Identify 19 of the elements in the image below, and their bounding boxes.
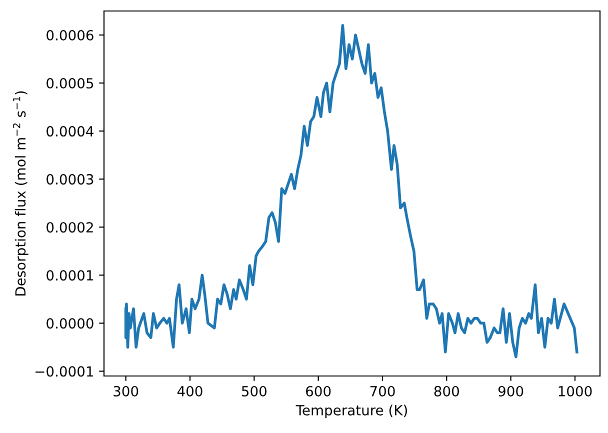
- y-tick-label: 0.0006: [46, 30, 94, 40]
- x-tick-label: 1000: [558, 386, 592, 396]
- y-tick-label: 0.0005: [46, 78, 94, 89]
- x-axis-title: Temperature (K): [296, 404, 407, 418]
- y-tick-label: 0.0000: [46, 318, 94, 329]
- x-tick-label: 400: [177, 386, 202, 396]
- y-axis-title: Desorption flux (mol m$^{−2}$ s$^{−1}$): [12, 91, 28, 296]
- x-tick-label: 600: [306, 386, 331, 396]
- y-tick-label: 0.0004: [46, 126, 94, 137]
- y-tick-label: 0.0001: [46, 270, 93, 281]
- x-tick-label: 300: [114, 386, 138, 396]
- x-tick-label: 900: [498, 386, 524, 396]
- x-tick-label: 700: [370, 386, 395, 396]
- x-tick-label: 500: [242, 386, 266, 396]
- y-tick-label: 0.0003: [46, 174, 94, 185]
- y-tick-label: 0.0002: [46, 222, 93, 233]
- line-series: [124, 24, 578, 358]
- x-tick-label: 800: [434, 386, 459, 396]
- y-tick-label: −0.0001: [36, 366, 93, 377]
